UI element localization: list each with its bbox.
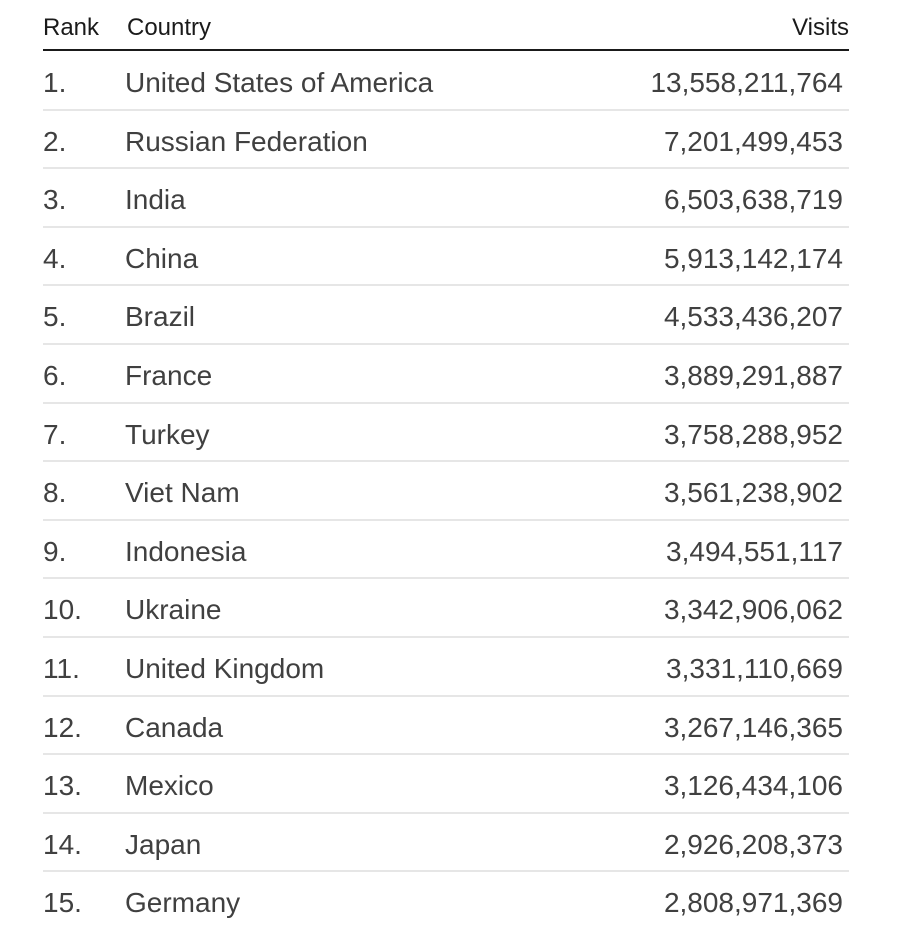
rank-cell: 6. bbox=[43, 359, 67, 391]
rank-cell: 5. bbox=[43, 301, 67, 333]
rank-cell: 11. bbox=[43, 652, 80, 684]
visits-cell: 3,267,146,365 bbox=[663, 711, 843, 743]
visits-table: Rank Country Visits 1. United States of A… bbox=[43, 0, 849, 931]
visits-cell: 4,533,436,207 bbox=[663, 301, 843, 333]
visits-column-header: Visits bbox=[792, 14, 849, 41]
rank-cell: 7. bbox=[43, 418, 67, 450]
country-cell: Mexico bbox=[125, 770, 214, 802]
country-cell: United States of America bbox=[125, 67, 434, 98]
visits-cell: 2,926,208,373 bbox=[663, 828, 843, 860]
rank-cell: 8. bbox=[43, 477, 67, 509]
country-cell: United Kingdom bbox=[125, 652, 325, 684]
country-cell: Germany bbox=[125, 887, 241, 919]
country-cell: Brazil bbox=[125, 301, 196, 333]
table-row: 13. Mexico 3,126,434,106 bbox=[43, 755, 849, 814]
table-row: 6. France 3,889,291,887 bbox=[43, 345, 849, 404]
table-row: 11. United Kingdom 3,331,110,669 bbox=[43, 638, 849, 697]
country-cell: Japan bbox=[125, 828, 202, 860]
table-body: 1. United States of America 13,558,211,764… bbox=[43, 52, 849, 931]
country-cell: Viet Nam bbox=[125, 477, 240, 509]
visits-cell: 7,201,499,453 bbox=[663, 125, 843, 157]
table-row: 9. Indonesia 3,494,551,117 bbox=[43, 521, 849, 580]
table-row: 12. Canada 3,267,146,365 bbox=[43, 697, 849, 756]
visits-cell: 3,342,906,062 bbox=[663, 594, 843, 626]
table-row: 14. Japan 2,926,208,373 bbox=[43, 814, 849, 873]
visits-cell: 3,758,288,952 bbox=[663, 418, 843, 450]
rank-cell: 12. bbox=[43, 711, 82, 743]
country-cell: Turkey bbox=[125, 418, 210, 450]
table-row: 7. Turkey 3,758,288,952 bbox=[43, 404, 849, 463]
visits-cell: 3,889,291,887 bbox=[663, 359, 843, 391]
visits-cell: 13,558,211,764 bbox=[650, 67, 843, 98]
table-row: 10. Ukraine 3,342,906,062 bbox=[43, 579, 849, 638]
country-column-header: Country bbox=[127, 14, 212, 41]
rank-cell: 3. bbox=[43, 184, 67, 216]
rank-cell: 15. bbox=[43, 887, 82, 919]
table-header: Rank Country Visits bbox=[43, 0, 849, 51]
rank-column-header: Rank bbox=[43, 14, 100, 41]
table-row: 3. India 6,503,638,719 bbox=[43, 169, 849, 228]
table-row: 8. Viet Nam 3,561,238,902 bbox=[43, 462, 849, 521]
table-row: 1. United States of America 13,558,211,764 bbox=[43, 52, 849, 111]
country-cell: Russian Federation bbox=[125, 125, 368, 157]
country-cell: Ukraine bbox=[125, 594, 222, 626]
country-cell: India bbox=[125, 184, 186, 216]
rank-cell: 4. bbox=[43, 242, 67, 274]
rank-cell: 2. bbox=[43, 125, 67, 157]
visits-cell: 2,808,971,369 bbox=[663, 887, 843, 919]
visits-cell: 5,913,142,174 bbox=[663, 242, 843, 274]
rank-cell: 14. bbox=[43, 828, 82, 860]
visits-cell: 3,126,434,106 bbox=[663, 770, 843, 802]
country-cell: China bbox=[125, 242, 199, 274]
visits-cell: 3,331,110,669 bbox=[666, 652, 843, 684]
table-row: 4. China 5,913,142,174 bbox=[43, 228, 849, 287]
table-row: 5. Brazil 4,533,436,207 bbox=[43, 286, 849, 345]
visits-cell: 3,561,238,902 bbox=[663, 477, 843, 509]
visits-cell: 3,494,551,117 bbox=[666, 535, 843, 567]
table-row: 15. Germany 2,808,971,369 bbox=[43, 872, 849, 931]
country-cell: Indonesia bbox=[125, 535, 247, 567]
table-row: 2. Russian Federation 7,201,499,453 bbox=[43, 111, 849, 170]
country-cell: Canada bbox=[125, 711, 224, 743]
country-cell: France bbox=[125, 359, 213, 391]
rank-cell: 1. bbox=[43, 67, 67, 98]
visits-cell: 6,503,638,719 bbox=[663, 184, 843, 216]
rank-cell: 10. bbox=[43, 594, 82, 626]
rank-cell: 13. bbox=[43, 770, 82, 802]
rank-cell: 9. bbox=[43, 535, 67, 567]
